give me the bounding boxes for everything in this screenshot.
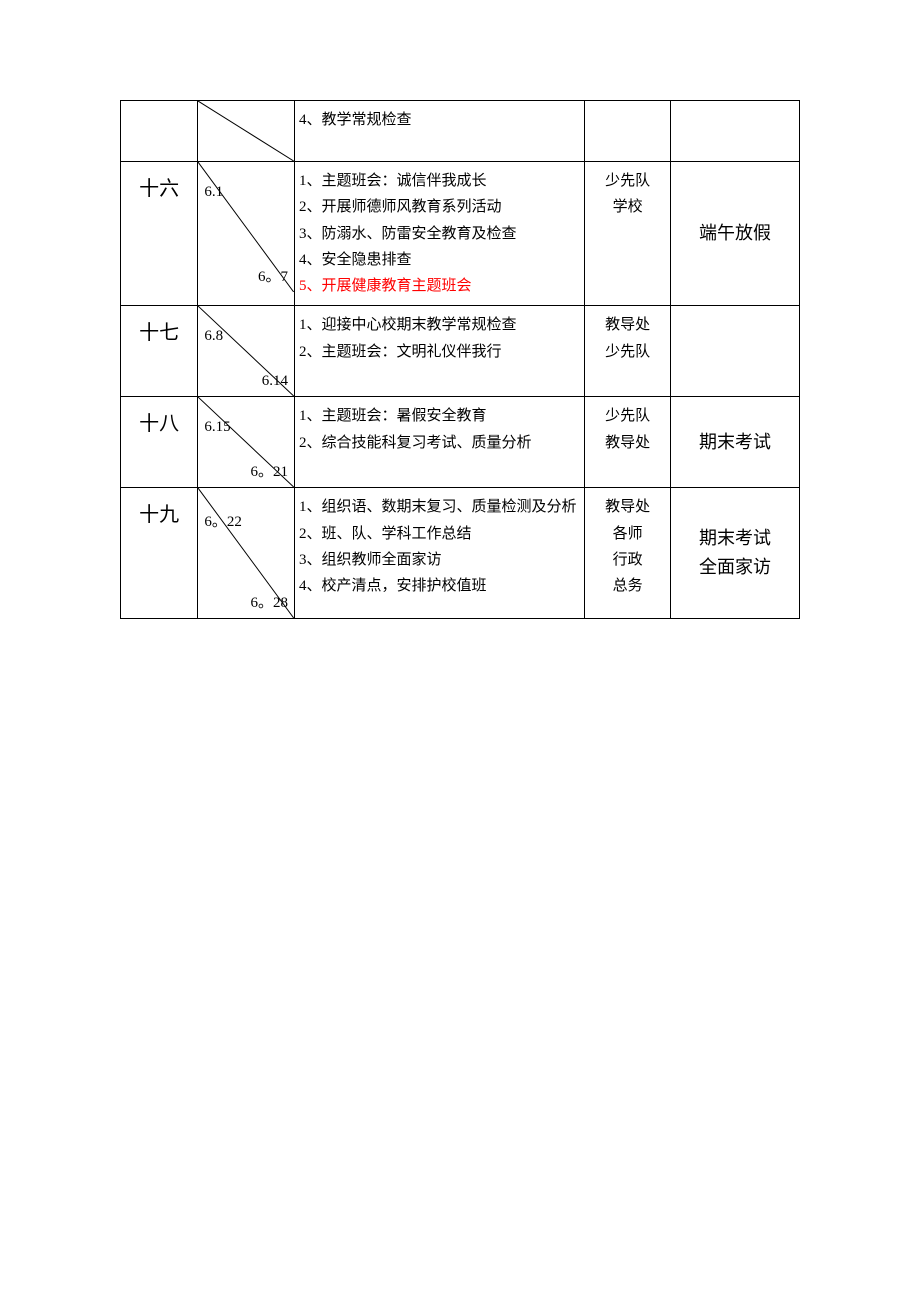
table-body: 4、教学常规检查十六 6.1 6。7 1、主题班会：诚信伴我成长2、开展师德师风教育系… xyxy=(121,101,800,619)
diagonal-wrapper xyxy=(198,101,294,161)
table-row: 十七 6.8 6.14 1、迎接中心校期末教学常规检查2、主题班会：文明礼仪伴我行教导… xyxy=(121,306,800,397)
week-cell: 十九 xyxy=(121,488,198,619)
department-cell: 教导处少先队 xyxy=(585,306,671,397)
date-cell: 6.8 6.14 xyxy=(198,306,295,397)
date-cell: 6.1 6。7 xyxy=(198,162,295,306)
diagonal-line-icon xyxy=(198,101,294,161)
date-start: 6.1 xyxy=(204,184,223,201)
content-cell: 1、主题班会：诚信伴我成长2、开展师德师风教育系列活动3、防溺水、防雷安全教育及… xyxy=(295,162,585,306)
department-cell: 教导处各师行政总务 xyxy=(585,488,671,619)
department-item: 少先队 xyxy=(591,339,664,365)
note-cell xyxy=(671,306,800,397)
department-item: 总务 xyxy=(591,573,664,599)
table-row: 十六 6.1 6。7 1、主题班会：诚信伴我成长2、开展师德师风教育系列活动3、防溺水… xyxy=(121,162,800,306)
diagonal-wrapper: 6.1 6。7 xyxy=(198,162,294,292)
date-cell xyxy=(198,101,295,162)
content-item: 4、安全隐患排查 xyxy=(299,247,580,273)
department-item: 少先队 xyxy=(591,403,664,429)
department-item: 教导处 xyxy=(591,312,664,338)
content-item: 1、组织语、数期末复习、质量检测及分析 xyxy=(299,494,580,520)
content-cell: 1、主题班会：暑假安全教育2、综合技能科复习考试、质量分析 xyxy=(295,397,585,488)
department-cell: 少先队教导处 xyxy=(585,397,671,488)
schedule-table: 4、教学常规检查十六 6.1 6。7 1、主题班会：诚信伴我成长2、开展师德师风教育系… xyxy=(120,100,800,619)
note-cell: 期末考试全面家访 xyxy=(671,488,800,619)
date-cell: 6.15 6。21 xyxy=(198,397,295,488)
note-cell: 期末考试 xyxy=(671,397,800,488)
content-item: 1、主题班会：暑假安全教育 xyxy=(299,403,580,429)
content-cell: 1、迎接中心校期末教学常规检查2、主题班会：文明礼仪伴我行 xyxy=(295,306,585,397)
week-cell: 十七 xyxy=(121,306,198,397)
department-item: 教导处 xyxy=(591,494,664,520)
content-item: 2、主题班会：文明礼仪伴我行 xyxy=(299,339,580,365)
department-item: 少先队 xyxy=(591,168,664,194)
content-item: 5、开展健康教育主题班会 xyxy=(299,273,580,299)
content-item: 4、校产清点，安排护校值班 xyxy=(299,573,580,599)
diagonal-wrapper: 6。22 6。28 xyxy=(198,488,294,618)
note-cell: 端午放假 xyxy=(671,162,800,306)
date-start: 6。22 xyxy=(204,510,242,531)
table-row: 十八 6.15 6。21 1、主题班会：暑假安全教育2、综合技能科复习考试、质量分析少… xyxy=(121,397,800,488)
content-cell: 1、组织语、数期末复习、质量检测及分析2、班、队、学科工作总结3、组织教师全面家… xyxy=(295,488,585,619)
department-item: 教导处 xyxy=(591,430,664,456)
date-cell: 6。22 6。28 xyxy=(198,488,295,619)
department-cell xyxy=(585,101,671,162)
content-item: 2、班、队、学科工作总结 xyxy=(299,521,580,547)
note-cell xyxy=(671,101,800,162)
content-item: 4、教学常规检查 xyxy=(299,107,580,133)
date-start: 6.15 xyxy=(204,419,230,436)
date-start: 6.8 xyxy=(204,328,223,345)
diagonal-wrapper: 6.8 6.14 xyxy=(198,306,294,396)
week-cell xyxy=(121,101,198,162)
department-cell: 少先队学校 xyxy=(585,162,671,306)
date-end: 6。7 xyxy=(258,265,288,286)
note-line: 端午放假 xyxy=(677,219,793,248)
content-item: 1、主题班会：诚信伴我成长 xyxy=(299,168,580,194)
department-item: 行政 xyxy=(591,547,664,573)
diagonal-wrapper: 6.15 6。21 xyxy=(198,397,294,487)
note-line: 期末考试 xyxy=(677,524,793,553)
date-end: 6.14 xyxy=(262,373,288,390)
table-row: 4、教学常规检查 xyxy=(121,101,800,162)
content-item: 2、综合技能科复习考试、质量分析 xyxy=(299,430,580,456)
department-item: 学校 xyxy=(591,194,664,220)
week-cell: 十八 xyxy=(121,397,198,488)
note-line: 全面家访 xyxy=(677,553,793,582)
week-cell: 十六 xyxy=(121,162,198,306)
content-item: 2、开展师德师风教育系列活动 xyxy=(299,194,580,220)
department-item: 各师 xyxy=(591,521,664,547)
content-cell: 4、教学常规检查 xyxy=(295,101,585,162)
table-row: 十九 6。22 6。28 1、组织语、数期末复习、质量检测及分析2、班、队、学科工作总… xyxy=(121,488,800,619)
content-item: 3、组织教师全面家访 xyxy=(299,547,580,573)
content-item: 3、防溺水、防雷安全教育及检查 xyxy=(299,221,580,247)
content-item: 1、迎接中心校期末教学常规检查 xyxy=(299,312,580,338)
date-end: 6。21 xyxy=(251,460,289,481)
note-line: 期末考试 xyxy=(677,428,793,457)
date-end: 6。28 xyxy=(251,591,289,612)
